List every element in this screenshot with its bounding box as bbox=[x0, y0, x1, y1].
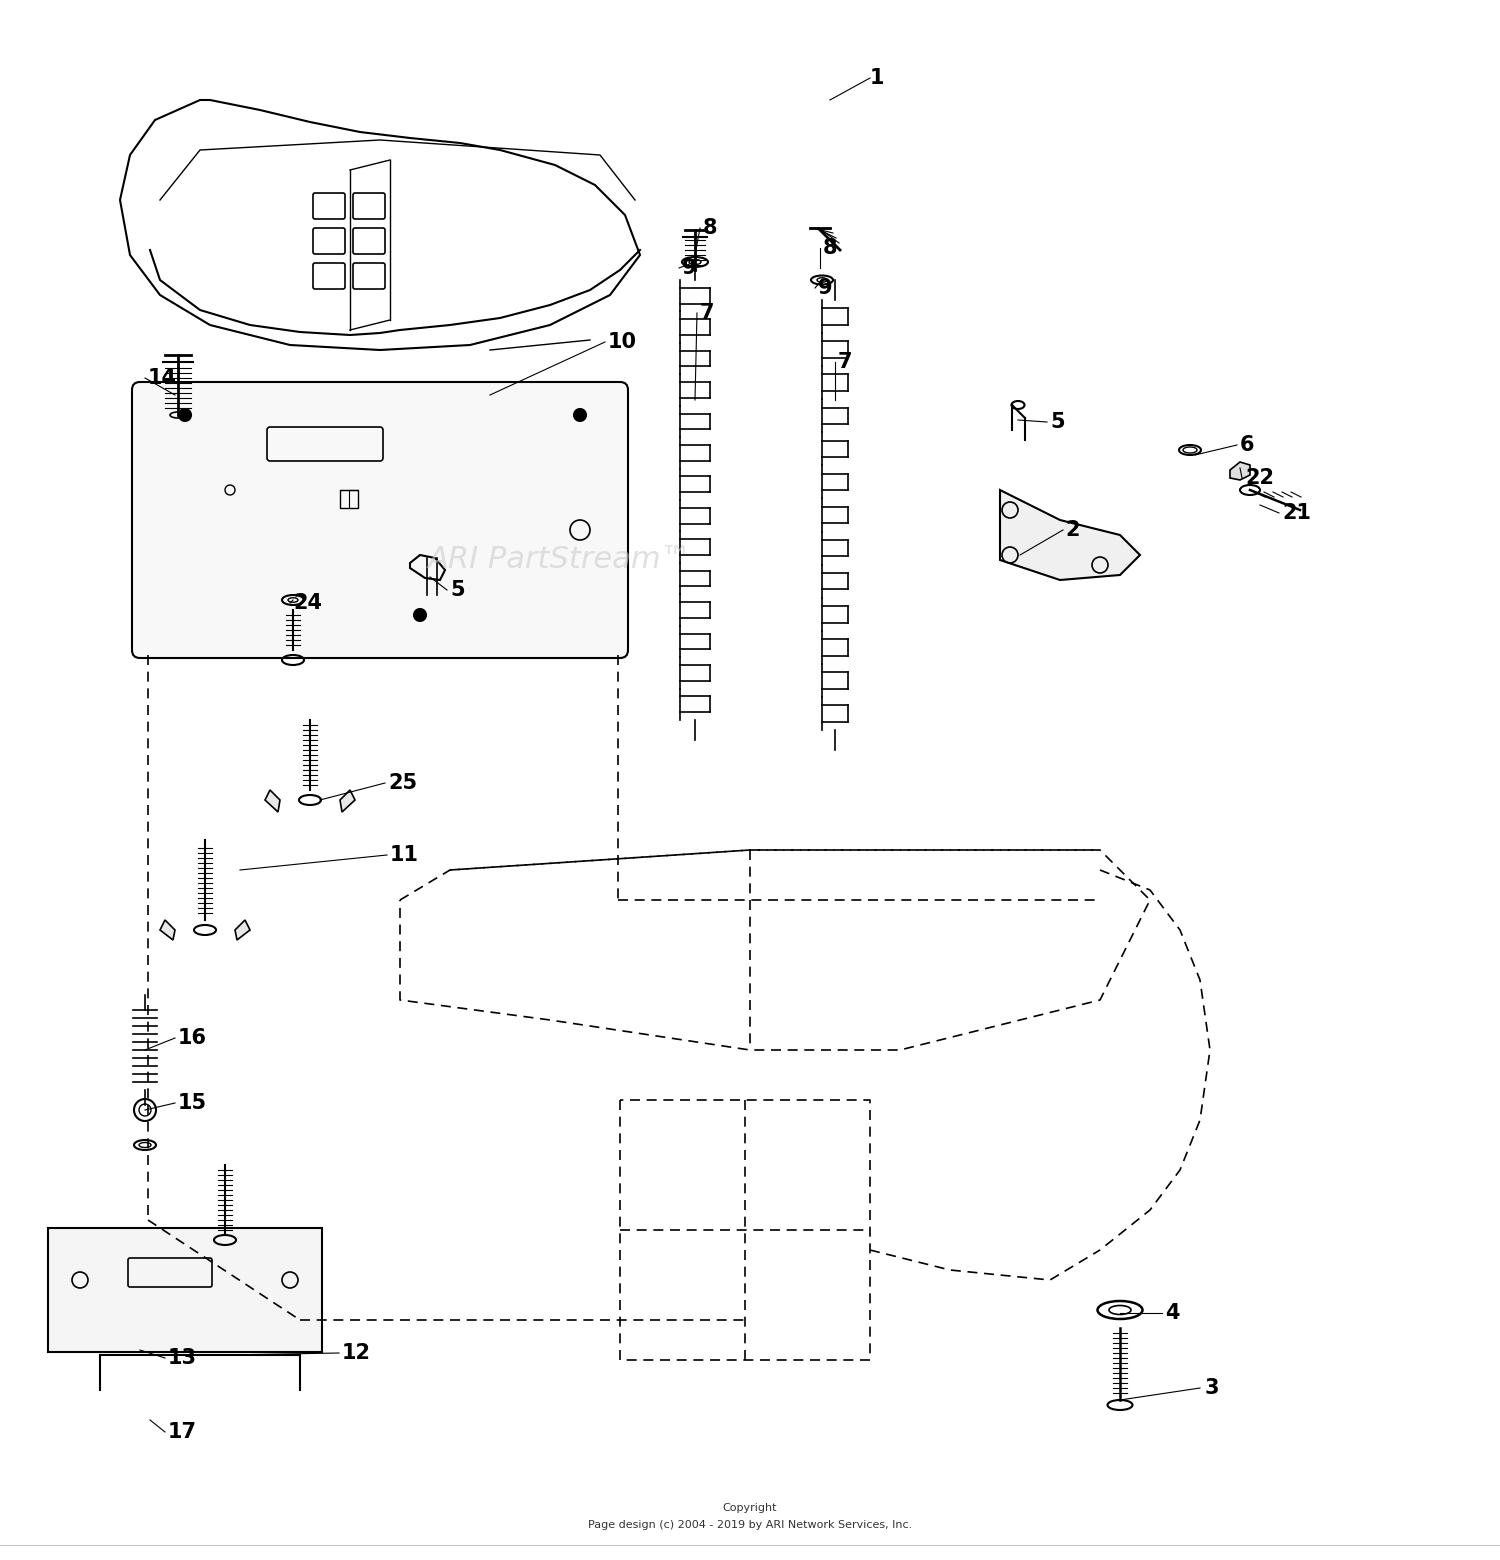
Text: 5: 5 bbox=[450, 580, 465, 601]
Text: 4: 4 bbox=[1166, 1303, 1179, 1323]
Text: 9: 9 bbox=[682, 257, 696, 278]
Text: 12: 12 bbox=[342, 1343, 370, 1363]
FancyBboxPatch shape bbox=[267, 427, 382, 462]
Text: 3: 3 bbox=[1204, 1377, 1219, 1398]
Text: 8: 8 bbox=[704, 218, 717, 239]
Text: Page design (c) 2004 - 2019 by ARI Network Services, Inc.: Page design (c) 2004 - 2019 by ARI Netwo… bbox=[588, 1519, 912, 1530]
Text: 2: 2 bbox=[1065, 519, 1080, 540]
Text: 22: 22 bbox=[1245, 468, 1274, 488]
Polygon shape bbox=[236, 920, 250, 941]
Polygon shape bbox=[160, 920, 176, 941]
Circle shape bbox=[178, 409, 190, 421]
Text: ARI PartStream™: ARI PartStream™ bbox=[427, 546, 692, 574]
Polygon shape bbox=[1000, 490, 1140, 580]
Text: 5: 5 bbox=[1050, 412, 1065, 432]
Text: 10: 10 bbox=[608, 332, 638, 353]
Text: 7: 7 bbox=[839, 353, 852, 371]
Text: 7: 7 bbox=[700, 303, 714, 323]
Text: 8: 8 bbox=[824, 239, 837, 257]
Circle shape bbox=[574, 409, 586, 421]
Text: 13: 13 bbox=[168, 1348, 196, 1368]
Circle shape bbox=[414, 608, 426, 621]
Text: 14: 14 bbox=[148, 368, 177, 388]
Text: 25: 25 bbox=[388, 774, 417, 792]
Text: 9: 9 bbox=[818, 278, 833, 298]
Text: 24: 24 bbox=[292, 593, 322, 613]
Text: 6: 6 bbox=[1240, 435, 1254, 456]
Text: Copyright: Copyright bbox=[723, 1502, 777, 1513]
Text: 17: 17 bbox=[168, 1423, 196, 1441]
Text: 15: 15 bbox=[178, 1094, 207, 1112]
FancyBboxPatch shape bbox=[132, 382, 628, 658]
Bar bbox=[340, 490, 358, 509]
Text: 11: 11 bbox=[390, 846, 418, 864]
Polygon shape bbox=[266, 789, 280, 813]
Polygon shape bbox=[1230, 462, 1250, 480]
FancyBboxPatch shape bbox=[128, 1257, 212, 1287]
FancyBboxPatch shape bbox=[48, 1228, 322, 1353]
Text: 16: 16 bbox=[178, 1028, 207, 1048]
Text: 1: 1 bbox=[870, 69, 885, 87]
Text: 21: 21 bbox=[1282, 502, 1311, 523]
Polygon shape bbox=[340, 789, 356, 813]
